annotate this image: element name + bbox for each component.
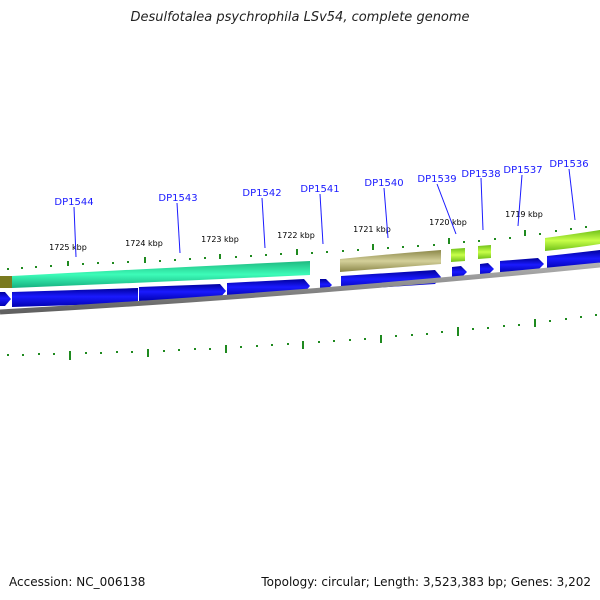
tick-label-1720: 1720 kbp bbox=[429, 218, 467, 227]
gene-label-dp1544[interactable]: DP1544 bbox=[54, 197, 93, 208]
gene-label-dp1536[interactable]: DP1536 bbox=[549, 159, 588, 170]
tick-label-1724: 1724 kbp bbox=[125, 239, 163, 248]
gene-label-dp1538[interactable]: DP1538 bbox=[461, 169, 500, 180]
gene-label-dp1543[interactable]: DP1543 bbox=[158, 193, 197, 204]
feature-teal bbox=[12, 261, 310, 288]
gene-label-dp1542[interactable]: DP1542 bbox=[242, 188, 281, 199]
feature-band bbox=[0, 230, 600, 288]
tick-labels: 1725 kbp 1724 kbp 1723 kbp 1722 kbp 1721… bbox=[49, 210, 543, 252]
gene-arrow-dp1538[interactable] bbox=[480, 263, 494, 276]
genome-title: Desulfotalea psychrophila LSv54, complet… bbox=[130, 10, 470, 25]
feature-olive bbox=[340, 250, 441, 272]
gene-leaders bbox=[73, 168, 576, 258]
gene-arrow-left-edge[interactable] bbox=[0, 292, 11, 306]
genome-backbone bbox=[0, 262, 600, 315]
gene-arrows bbox=[0, 250, 600, 307]
gene-arrow-dp1544[interactable] bbox=[12, 288, 138, 307]
tick-label-1719: 1719 kbp bbox=[505, 210, 543, 219]
tick-label-1723: 1723 kbp bbox=[201, 235, 239, 244]
gene-label-dp1540[interactable]: DP1540 bbox=[364, 178, 403, 189]
inner-tick-row bbox=[7, 314, 597, 360]
outer-tick-row bbox=[7, 226, 587, 270]
tick-label-1725: 1725 kbp bbox=[49, 243, 87, 252]
feature-olive-left bbox=[0, 276, 12, 288]
genome-summary-text: Topology: circular; Length: 3,523,383 bp… bbox=[261, 575, 591, 589]
accession-text: Accession: NC_006138 bbox=[9, 575, 146, 589]
tick-label-1721: 1721 kbp bbox=[353, 225, 391, 234]
gene-label-dp1537[interactable]: DP1537 bbox=[503, 165, 542, 176]
gene-labels: DP1544 DP1543 DP1542 DP1541 DP1540 DP153… bbox=[54, 159, 588, 208]
gene-label-dp1541[interactable]: DP1541 bbox=[300, 184, 339, 195]
feature-lime-2 bbox=[478, 245, 491, 259]
tick-label-1722: 1722 kbp bbox=[277, 231, 315, 240]
feature-lime-3 bbox=[545, 230, 600, 251]
gene-label-dp1539[interactable]: DP1539 bbox=[417, 174, 456, 185]
feature-lime-1 bbox=[451, 248, 465, 262]
